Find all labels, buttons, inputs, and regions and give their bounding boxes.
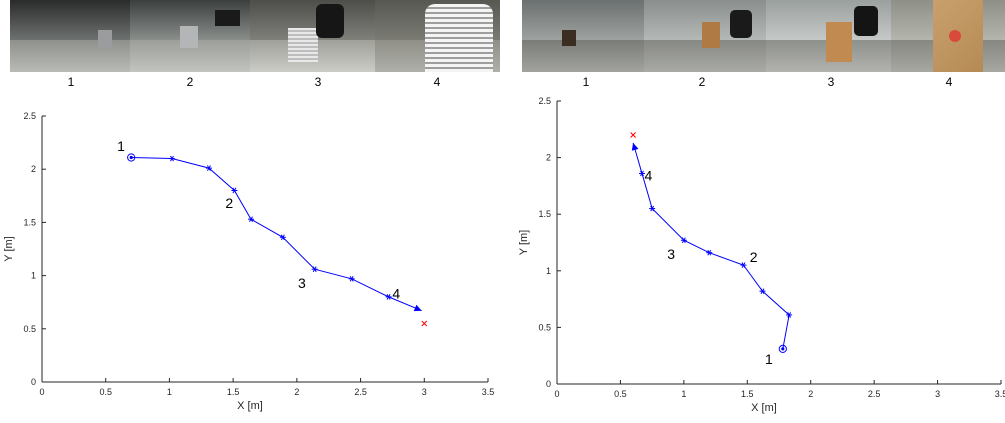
camera-frame-2 bbox=[130, 0, 250, 72]
camera-frame-1 bbox=[522, 0, 644, 72]
x-tick-label: 3 bbox=[935, 389, 940, 399]
trajectory-point bbox=[740, 262, 747, 268]
trajectory-point bbox=[348, 275, 355, 282]
x-tick-label: 0 bbox=[39, 387, 44, 397]
frame-label-4: 4 bbox=[433, 75, 441, 89]
trajectory-line bbox=[632, 142, 790, 349]
heading-arrow bbox=[631, 142, 639, 151]
frame-label-3: 3 bbox=[314, 75, 322, 89]
y-tick-label: 2.5 bbox=[538, 96, 551, 106]
y-tick-label: 1.5 bbox=[538, 209, 551, 219]
experiment-panel-2: 1 2 3 4 0 0.5 1 1.5 2 2.5 3 3.5 0 0.5 1 1.5 2 2.5 X [m… bbox=[512, 0, 1005, 423]
waypoint-annotation: 4 bbox=[644, 168, 652, 184]
trajectory-point bbox=[231, 187, 238, 194]
trajectory-chart-2: 0 0.5 1 1.5 2 2.5 3 3.5 0 0.5 1 1.5 2 2.5 X [m] Y [m] 1 2… bbox=[518, 96, 1005, 414]
y-tick-label: 0 bbox=[31, 377, 36, 387]
x-tick-label: 2.5 bbox=[868, 389, 881, 399]
trajectory-point bbox=[649, 205, 656, 212]
y-axis-label: Y [m] bbox=[518, 230, 530, 255]
y-tick-label: 2 bbox=[546, 153, 551, 163]
waypoint-annotation: 3 bbox=[667, 246, 675, 262]
x-tick-label: 0.5 bbox=[614, 389, 627, 399]
start-marker bbox=[127, 153, 136, 162]
trajectory-point bbox=[168, 155, 175, 162]
y-tick-label: 0 bbox=[546, 379, 551, 389]
trajectory-point bbox=[247, 216, 254, 223]
heading-arrow bbox=[413, 304, 422, 312]
y-tick-label: 1.5 bbox=[23, 217, 36, 227]
x-tick-label: 0 bbox=[554, 389, 559, 399]
y-tick-label: 2 bbox=[31, 164, 36, 174]
camera-frame-3 bbox=[250, 0, 375, 72]
y-tick-label: 1 bbox=[546, 266, 551, 276]
trajectory-point bbox=[279, 234, 286, 241]
x-tick-label: 1 bbox=[681, 389, 686, 399]
trajectory-point bbox=[786, 312, 793, 318]
trajectory-point bbox=[706, 249, 713, 256]
x-tick-label: 2 bbox=[808, 389, 813, 399]
trajectory-chart-1: 0 0.5 1 1.5 2 2.5 3 3.5 0 0.5 1 1.5 2 2.5 X [m] Y [m] 1 2… bbox=[3, 111, 495, 412]
trajectory-point bbox=[638, 170, 645, 177]
trajectory-point bbox=[680, 237, 687, 244]
trajectory-point bbox=[759, 288, 766, 295]
waypoint-annotation: 1 bbox=[117, 138, 125, 154]
y-tick-label: 2.5 bbox=[23, 111, 36, 121]
x-axis-label: X [m] bbox=[751, 402, 777, 414]
x-tick-label: 1.5 bbox=[741, 389, 754, 399]
y-tick-label: 1 bbox=[31, 271, 36, 281]
frame-label-1: 1 bbox=[582, 75, 590, 89]
target-marker bbox=[630, 132, 636, 138]
x-tick-label: 1.5 bbox=[227, 387, 240, 397]
x-tick-label: 3.5 bbox=[995, 389, 1005, 399]
camera-frame-4 bbox=[891, 0, 1005, 72]
y-tick-label: 0.5 bbox=[538, 322, 551, 332]
camera-frame-1 bbox=[10, 0, 130, 72]
trajectory-point bbox=[311, 266, 318, 273]
trajectory-point bbox=[385, 294, 392, 300]
start-marker bbox=[778, 344, 787, 354]
waypoint-annotation: 2 bbox=[750, 249, 758, 265]
trajectory-point bbox=[205, 165, 212, 171]
x-tick-label: 2.5 bbox=[354, 387, 367, 397]
camera-frame-4 bbox=[375, 0, 500, 72]
waypoint-annotation: 4 bbox=[392, 286, 400, 302]
camera-frame-3 bbox=[766, 0, 891, 72]
x-tick-label: 3.5 bbox=[482, 387, 495, 397]
frame-label-2: 2 bbox=[186, 75, 194, 89]
x-tick-label: 2 bbox=[294, 387, 299, 397]
frame-label-3: 3 bbox=[827, 75, 835, 89]
y-tick-label: 0.5 bbox=[23, 324, 36, 334]
frame-label-1: 1 bbox=[67, 75, 75, 89]
x-tick-label: 0.5 bbox=[99, 387, 112, 397]
experiment-panel-1: 1 2 3 4 0 0.5 1 1.5 2 2.5 3 3.5 0 0.5 1 1.5 2 2.5 X [m… bbox=[0, 0, 500, 423]
x-tick-label: 1 bbox=[167, 387, 172, 397]
x-tick-label: 3 bbox=[422, 387, 427, 397]
waypoint-annotation: 3 bbox=[298, 275, 306, 291]
waypoint-annotation: 2 bbox=[225, 195, 233, 211]
camera-frame-2 bbox=[644, 0, 766, 72]
y-axis-label: Y [m] bbox=[3, 236, 15, 261]
frame-label-2: 2 bbox=[698, 75, 706, 89]
target-marker bbox=[421, 320, 428, 327]
waypoint-annotation: 1 bbox=[765, 351, 773, 367]
trajectory-line bbox=[131, 156, 422, 312]
x-axis-label: X [m] bbox=[237, 400, 263, 412]
frame-label-4: 4 bbox=[945, 75, 953, 89]
